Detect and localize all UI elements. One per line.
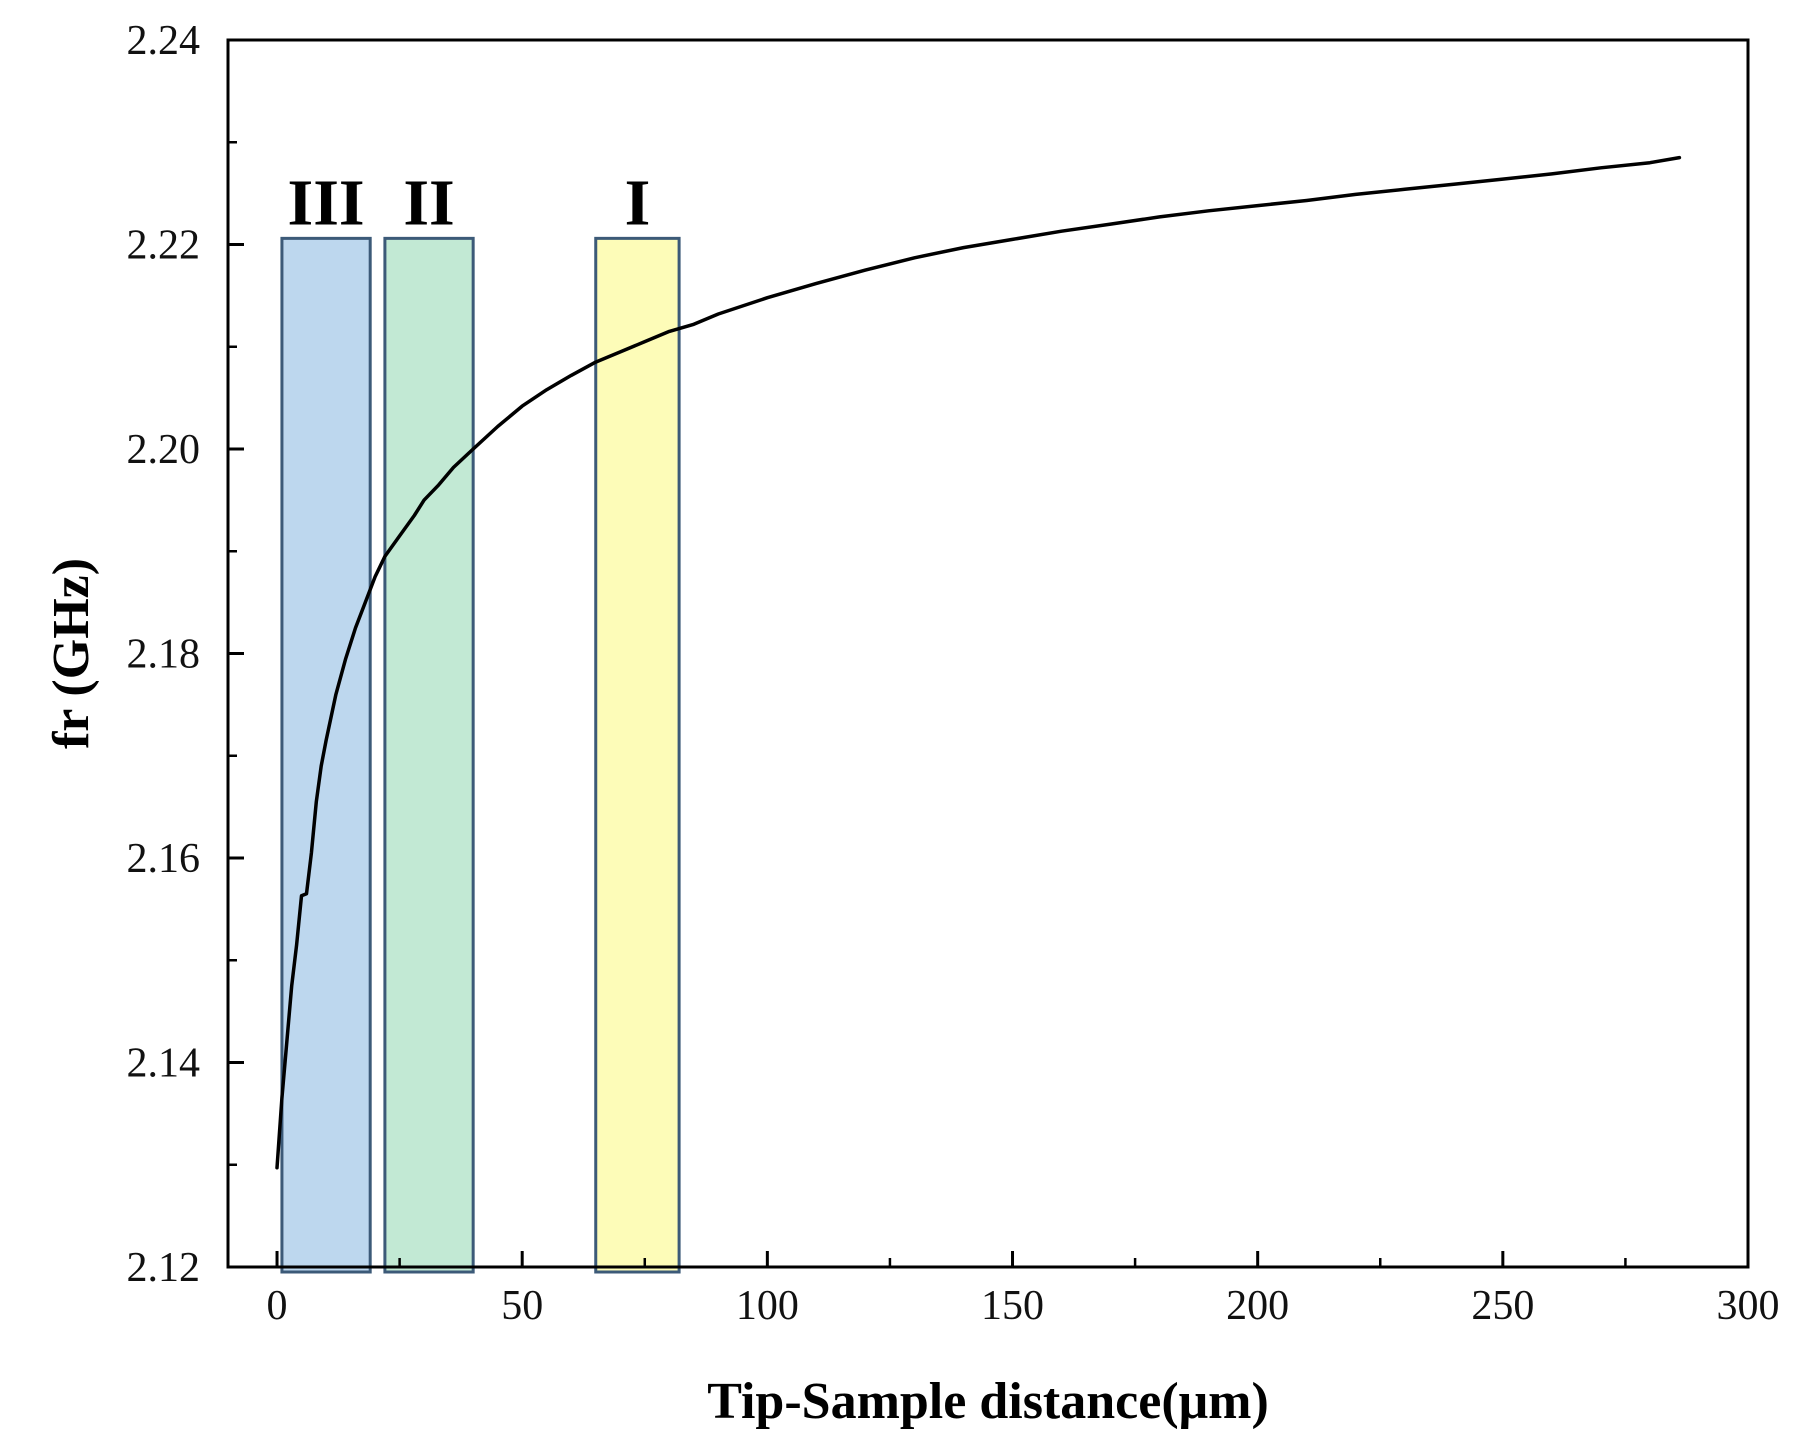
x-tick-label: 100 (736, 1283, 799, 1329)
y-tick-label: 2.24 (127, 18, 201, 64)
y-tick-label: 2.22 (127, 223, 201, 269)
y-tick-label: 2.12 (127, 1245, 201, 1291)
series-line-fr (275, 155, 1682, 1170)
region-labels: III II I (288, 166, 651, 239)
highlight-regions (280, 236, 681, 1274)
x-tick-label: 300 (1717, 1283, 1780, 1329)
region-label-ii: II (403, 166, 454, 239)
x-tick-label: 250 (1471, 1283, 1534, 1329)
region-box-iii (280, 236, 372, 1274)
region-label-i: I (625, 166, 651, 239)
x-axis-title: Tip-Sample distance(μm) (707, 1373, 1269, 1430)
y-tick-label: 2.16 (127, 836, 201, 882)
tick-labels: 0 50 100 150 200 250 300 2.12 2.14 2.16 2.18 2.20 2.… (127, 18, 1780, 1329)
y-tick-label: 2.20 (127, 427, 201, 473)
y-tick-label: 2.14 (127, 1041, 201, 1087)
x-tick-label: 150 (981, 1283, 1044, 1329)
region-label-iii: III (288, 166, 365, 239)
y-tick-label: 2.18 (127, 632, 201, 678)
axis-ticks (228, 38, 1750, 1269)
region-box-i (594, 236, 681, 1274)
x-tick-label: 200 (1226, 1283, 1289, 1329)
x-tick-label: 0 (267, 1283, 288, 1329)
series-layer (275, 155, 1682, 1170)
x-tick-label: 50 (501, 1283, 543, 1329)
region-box-ii (383, 236, 475, 1274)
y-axis-title: fr (GHz) (43, 558, 100, 749)
